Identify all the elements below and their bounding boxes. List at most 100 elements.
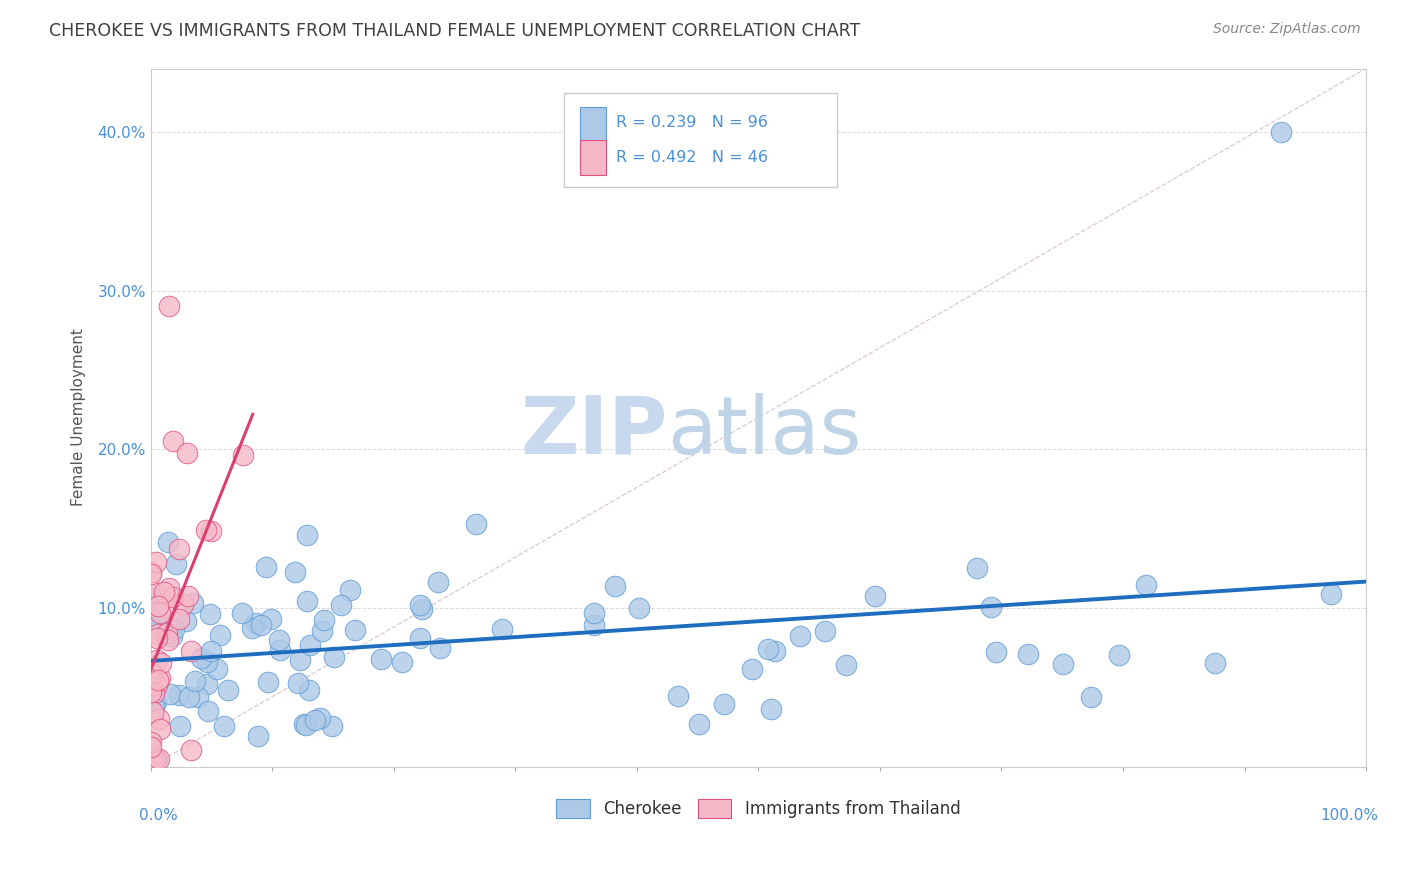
FancyBboxPatch shape [579,140,606,176]
Point [605,579,627,593]
Point [141,666,163,681]
Text: 100.0%: 100.0% [1320,808,1378,823]
Point [429,640,451,655]
Point [208,628,231,642]
Point [190,651,212,665]
Point [582,618,605,632]
Point [245,615,267,630]
Point [162,434,184,449]
Point [145,695,167,709]
Point [143,686,166,700]
Point [143,591,166,605]
Point [464,516,486,531]
Point [370,652,392,666]
Point [200,644,222,658]
Point [156,601,179,615]
Point [231,606,253,620]
Point [688,717,710,731]
Point [139,566,162,580]
Point [756,641,779,656]
Point [1270,125,1292,139]
Point [141,735,163,749]
Point [169,718,191,732]
Point [267,633,290,648]
Point [149,722,172,736]
Point [1017,647,1039,661]
FancyBboxPatch shape [579,107,606,142]
Point [195,523,218,537]
Point [187,690,209,705]
Point [627,600,650,615]
Point [212,719,235,733]
Point [148,751,170,765]
Point [142,705,165,719]
Point [344,624,367,638]
Point [966,561,988,575]
Point [149,656,172,670]
Point [409,632,432,646]
Text: Source: ZipAtlas.com: Source: ZipAtlas.com [1213,22,1361,37]
Point [149,607,172,621]
Y-axis label: Female Unemployment: Female Unemployment [72,328,86,507]
FancyBboxPatch shape [564,93,838,187]
Point [198,607,221,622]
Point [139,739,162,754]
Point [143,751,166,765]
Point [145,555,167,569]
Point [159,687,181,701]
Point [167,688,190,702]
Point [713,697,735,711]
Point [139,667,162,681]
Point [177,589,200,603]
Point [491,622,513,636]
Point [139,670,162,684]
Point [984,645,1007,659]
Point [294,717,316,731]
Point [148,673,170,688]
Point [146,653,169,667]
Point [1052,657,1074,672]
Point [741,662,763,676]
Point [814,624,837,638]
Point [195,655,218,669]
Point [195,677,218,691]
Point [142,751,165,765]
Point [323,650,346,665]
Point [174,614,197,628]
Point [304,713,326,727]
Point [269,642,291,657]
Point [309,711,332,725]
Point [763,644,786,658]
Point [321,718,343,732]
Point [254,560,277,574]
Point [146,677,169,691]
Point [181,596,204,610]
Point [200,524,222,538]
Point [1135,578,1157,592]
Point [260,612,283,626]
Point [146,599,169,613]
Point [139,567,162,582]
Point [863,589,886,603]
Point [232,448,254,462]
Point [142,699,165,714]
Point [180,644,202,658]
Point [427,574,450,589]
Point [391,655,413,669]
Point [666,689,689,703]
Point [149,671,172,685]
Point [284,565,307,579]
Point [157,535,180,549]
Point [153,585,176,599]
Point [139,685,162,699]
Point [141,599,163,613]
Point [288,653,311,667]
Point [1320,587,1343,601]
Point [409,598,432,612]
Point [247,729,270,743]
Point [1108,648,1130,662]
Point [139,685,162,699]
Point [163,622,186,636]
Point [207,662,229,676]
Point [292,717,315,731]
